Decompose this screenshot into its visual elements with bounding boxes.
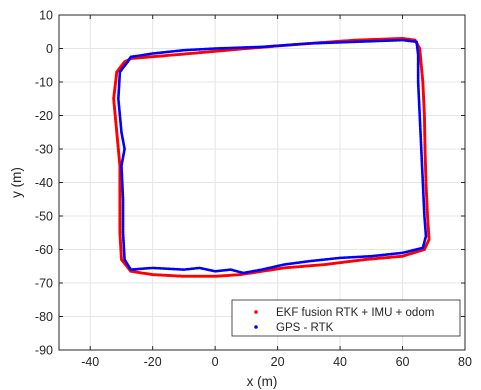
legend-marker-gps xyxy=(254,325,258,329)
series-layer xyxy=(112,36,431,278)
legend-marker-ekf xyxy=(254,310,258,314)
x-tick-label: 20 xyxy=(271,355,285,369)
legend-label-gps: GPS - RTK xyxy=(276,322,334,334)
y-tick-label: -90 xyxy=(35,344,53,358)
y-tick-label: -40 xyxy=(35,176,53,190)
legend-box xyxy=(231,299,461,337)
y-tick-label: 10 xyxy=(39,9,53,23)
tick-marks xyxy=(59,14,466,351)
y-tick-label: -60 xyxy=(35,243,53,257)
x-tick-label: 40 xyxy=(333,355,347,369)
y-tick-label: -20 xyxy=(35,109,53,123)
x-tick-label: 0 xyxy=(212,355,219,369)
x-axis-label: x (m) xyxy=(247,374,278,389)
series-1 xyxy=(116,38,428,275)
tick-labels: -40 -20 0 20 40 60 80100-10-20-30-40-50-60-70-… xyxy=(35,9,472,370)
y-tick-label: -10 xyxy=(35,76,53,90)
y-axis-label: y (m) xyxy=(9,167,24,198)
y-tick-label: -50 xyxy=(35,210,53,224)
x-tick-label: -20 xyxy=(144,355,162,369)
y-tick-label: -70 xyxy=(35,277,53,291)
legend-label-ekf: EKF fusion RTK + IMU + odom xyxy=(276,307,434,319)
x-tick-label: -40 xyxy=(81,355,99,369)
y-tick-label: -30 xyxy=(35,143,53,157)
y-tick-label: -80 xyxy=(35,310,53,324)
x-tick-label: 80 xyxy=(458,355,472,369)
legend: EKF fusion RTK + IMU + odom GPS - RTK xyxy=(231,299,461,337)
data-point xyxy=(128,56,132,60)
x-tick-label: 60 xyxy=(396,355,410,369)
y-tick-label: 0 xyxy=(46,42,53,56)
